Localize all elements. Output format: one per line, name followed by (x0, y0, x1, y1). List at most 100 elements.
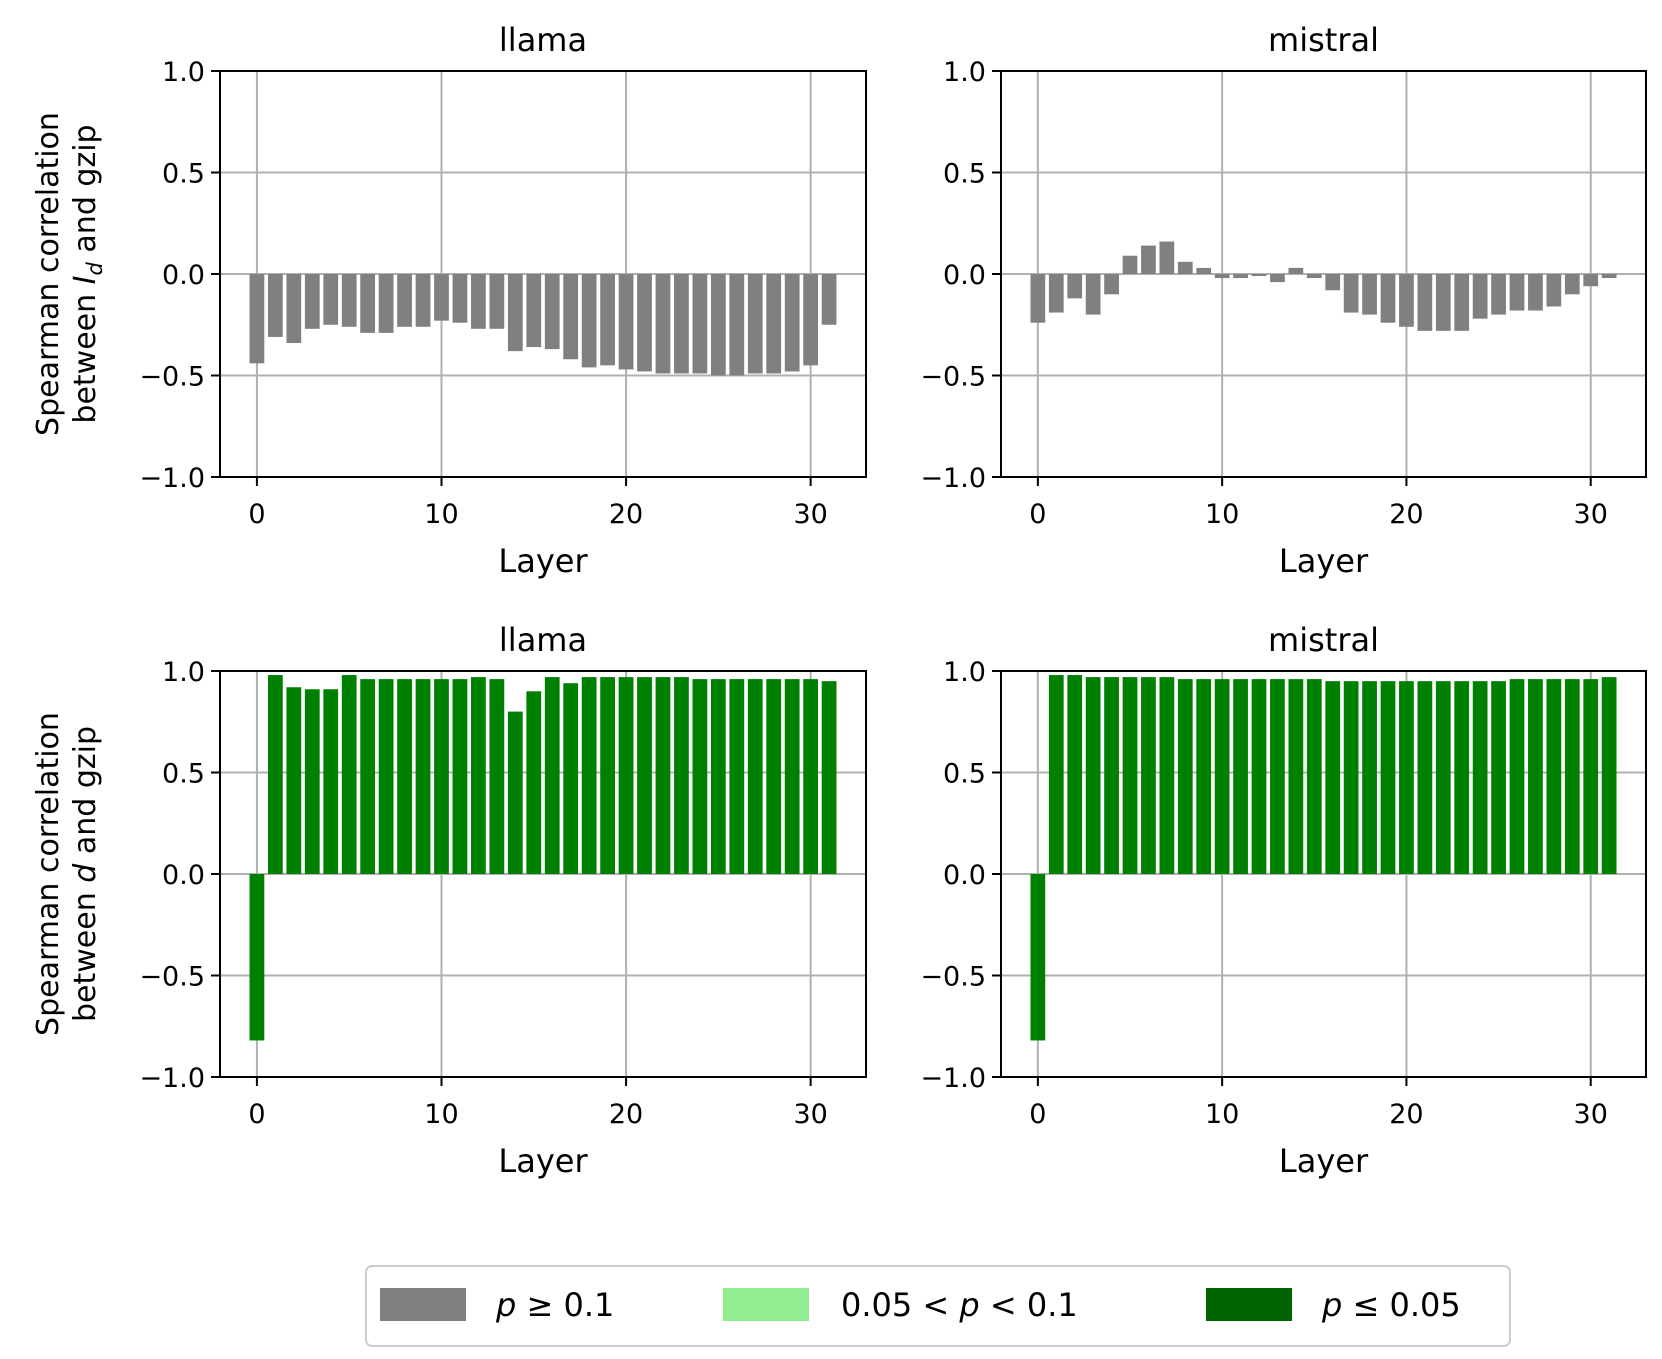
y-tick-label: 1.0 (943, 657, 986, 688)
chart-panel-1: llama −1.0 −0.5 0.0 0.5 1.0 0 10 20 30 Layer Spearm… (31, 21, 867, 580)
bar (249, 274, 265, 364)
y-tick-label: 1.0 (943, 57, 986, 88)
y-label-symbol: d (68, 863, 103, 883)
y-tick-label: 0.5 (162, 759, 205, 790)
axes-frame (219, 70, 867, 478)
x-tick-label: 20 (609, 499, 643, 530)
y-axis-label-line1: Spearman correlation (31, 712, 66, 1036)
bar (637, 677, 652, 874)
x-tick-label: 10 (1205, 499, 1239, 530)
y-tick-label: 0.0 (943, 860, 986, 891)
bar (1491, 681, 1506, 874)
bar (1417, 681, 1433, 874)
y-tick-label: 0.5 (943, 759, 986, 790)
bar (1251, 274, 1267, 277)
y-label-text: and gzip (68, 726, 103, 864)
bar (471, 274, 486, 329)
y-label-text: between (68, 284, 103, 423)
bar (1030, 874, 1046, 1041)
bar (803, 274, 819, 366)
y-tick-label: 0.0 (162, 260, 205, 291)
y-tick-label: −1.0 (920, 463, 986, 494)
bar (434, 274, 449, 321)
legend-label-p: p (958, 1286, 979, 1324)
bar (618, 677, 634, 874)
x-tick-label: 0 (248, 499, 265, 530)
x-tick-label: 30 (1574, 1099, 1608, 1130)
x-tick-label: 20 (1389, 499, 1423, 530)
bar (415, 274, 431, 327)
bar (452, 679, 468, 874)
axes-frame (1000, 70, 1647, 478)
bar (1085, 677, 1101, 874)
bar (1362, 681, 1377, 874)
legend-label: p ≥ 0.1 (495, 1286, 614, 1324)
bar (360, 274, 376, 333)
y-axis-label-line1: Spearman correlation (31, 112, 66, 436)
legend-label-p: p (1321, 1286, 1342, 1324)
bar (489, 679, 505, 874)
bar (323, 689, 339, 874)
bar (1233, 679, 1248, 874)
y-tick-label: 1.0 (162, 657, 205, 688)
bar (1085, 274, 1101, 315)
bar (1104, 677, 1119, 874)
x-tick-label: 10 (424, 1099, 458, 1130)
y-tick-label: −1.0 (139, 463, 205, 494)
y-label-subscript: d (83, 261, 107, 275)
bar (1159, 677, 1175, 874)
bar (747, 274, 763, 374)
y-tick-label: −0.5 (139, 362, 205, 393)
bar (674, 274, 689, 374)
y-label-text: and gzip (68, 124, 103, 262)
bar (784, 274, 800, 372)
bar (1233, 274, 1248, 279)
bar (1491, 274, 1506, 315)
y-axis-label-line2: between d and gzip (68, 726, 103, 1022)
bar (397, 679, 412, 874)
legend-label-p: p (495, 1286, 516, 1324)
bar (692, 679, 708, 874)
bar (526, 274, 542, 348)
bar (267, 675, 283, 874)
bar (674, 677, 689, 874)
legend-swatch (380, 1288, 466, 1321)
bar (1306, 679, 1322, 874)
bar (1196, 679, 1212, 874)
x-tick-label: 0 (1029, 499, 1046, 530)
bar (1564, 274, 1580, 295)
bar (821, 681, 837, 874)
y-tick-label: 0.5 (943, 159, 986, 190)
bar (1325, 681, 1341, 874)
bar (1177, 261, 1193, 274)
panel-title: llama (499, 621, 587, 659)
y-tick-label: −1.0 (139, 1063, 205, 1094)
bar (286, 274, 302, 344)
bar (249, 874, 265, 1041)
bar (710, 274, 726, 376)
legend: p ≥ 0.1 0.05 < p < 0.1 p ≤ 0.05 (365, 1265, 1511, 1347)
bar (1030, 274, 1046, 323)
bar (544, 677, 560, 874)
x-axis-label: Layer (498, 1142, 588, 1180)
bar (544, 274, 560, 350)
bar (618, 274, 634, 370)
bar (637, 274, 652, 372)
chart-panel-2: mistral −1.0 −0.5 0.0 0.5 1.0 0 10 20 30 Layer (920, 21, 1647, 580)
bar (1270, 274, 1285, 283)
legend-label-prefix: 0.05 < (841, 1286, 959, 1324)
bar (747, 679, 763, 874)
bar (341, 675, 357, 874)
bar (304, 274, 320, 329)
bar (1601, 677, 1617, 874)
bar (286, 687, 302, 874)
bar (1141, 677, 1156, 874)
bar (710, 679, 726, 874)
chart-panel-4: mistral −1.0 −0.5 0.0 0.5 1.0 0 10 20 30 Layer (920, 621, 1647, 1180)
axes-frame (1000, 670, 1647, 1078)
legend-swatch (1206, 1288, 1292, 1321)
bar (378, 679, 394, 874)
bar (1528, 679, 1543, 874)
x-axis-label: Layer (498, 542, 588, 580)
